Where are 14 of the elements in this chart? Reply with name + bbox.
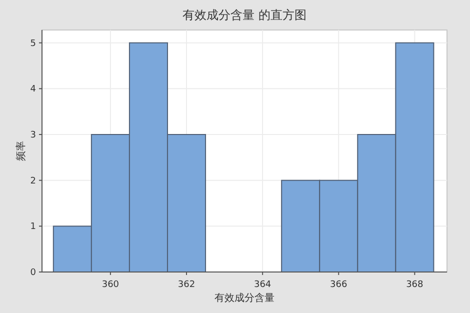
y-tick-label: 1 [30, 222, 36, 232]
y-tick-label: 0 [30, 268, 36, 278]
x-tick-label: 368 [406, 280, 424, 290]
y-tick-label: 5 [30, 38, 36, 49]
x-tick-label: 364 [254, 280, 272, 290]
x-axis-title: 有效成分含量 [214, 292, 274, 304]
x-tick-label: 362 [178, 280, 196, 290]
y-tick-label: 2 [30, 176, 36, 186]
y-tick-label: 4 [30, 84, 36, 95]
y-axis-title: 频率 [15, 141, 27, 161]
x-tick-label: 360 [102, 280, 120, 290]
x-tick-label: 366 [330, 280, 348, 290]
chart-title: 有效成分含量 的直方图 [182, 8, 306, 22]
y-tick-label: 3 [30, 130, 36, 140]
